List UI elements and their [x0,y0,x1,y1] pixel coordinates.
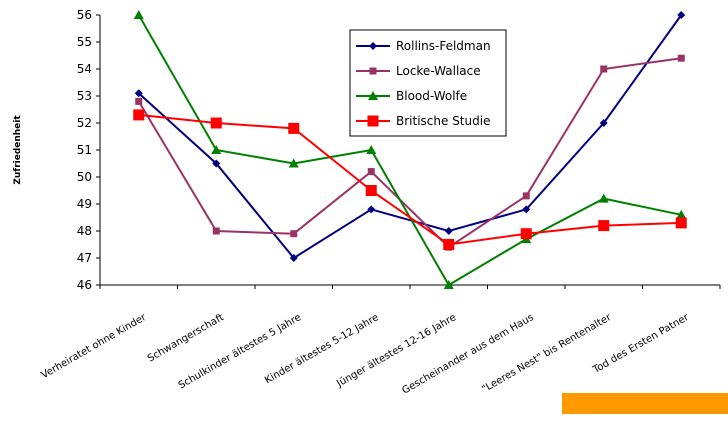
y-tick-label: 52 [77,116,92,130]
y-tick-label: 55 [77,35,92,49]
diamond-marker [289,254,298,262]
series-line [137,57,682,249]
legend-label: Britische Studie [396,114,490,128]
x-category-label: "Leeres Nest" bis Rentenalter [480,312,614,396]
orange-banner [562,393,728,414]
triangle-marker [366,145,377,154]
legend: Rollins-Feldman Locke-Wallace Blood-Wolfe B… [349,29,507,137]
axes [96,14,721,289]
large-square-marker [365,185,377,196]
square-marker [290,230,298,238]
large-square-marker [133,109,145,121]
legend-entry: Blood-Wolfe [356,89,467,103]
large-square-marker [520,228,532,240]
x-category-label: Verheiratet ohne Kinder [39,312,149,382]
diamond-marker [677,11,686,19]
y-tick-labels: 46 47 48 49 50 51 52 53 54 55 56 [77,8,92,292]
diamond-marker [367,205,376,214]
triangle-marker [598,193,609,203]
triangle-marker [211,145,222,154]
triangle-marker [133,10,144,19]
diamond-marker [444,227,453,235]
y-tick-label: 51 [77,143,92,157]
legend-entry: Britische Studie [356,114,490,128]
y-axis-label: Zufriedenheit [13,115,23,185]
y-tick-label: 48 [77,224,92,238]
y-tick-label: 56 [77,8,92,22]
x-category-labels: Verheiratet ohne KinderSchwangerschaftSc… [39,312,691,397]
x-category-label: Schwangerschaft [146,312,226,365]
large-square-marker [367,115,379,127]
square-marker [212,227,220,235]
series-line [138,14,683,260]
square-marker [600,65,608,73]
legend-label: Blood-Wolfe [396,89,467,103]
y-tick-label: 49 [77,197,92,211]
large-square-marker [675,217,687,229]
square-marker [367,168,375,176]
large-square-marker [288,122,300,134]
y-tick-label: 50 [77,170,92,184]
diamond-marker [134,89,143,98]
diamond-marker [369,42,377,50]
square-marker [522,192,530,200]
large-square-marker [443,239,455,250]
x-category-label: Gescheinander aus dem Haus [400,312,535,397]
legend-entry: Rollins-Feldman [356,39,491,53]
series-group [134,11,686,262]
large-square-marker [210,117,222,129]
diamond-marker [212,159,221,168]
legend-label: Locke-Wallace [396,64,481,78]
legend-entry: Locke-Wallace [356,64,481,78]
x-category-label: Schulkinder ältestes 5 Jahre [177,312,303,391]
y-tick-label: 53 [77,89,92,103]
y-tick-label: 47 [77,251,92,265]
square-marker [677,54,685,62]
triangle-marker [288,158,299,168]
triangle-marker [676,209,687,219]
square-marker [369,67,377,75]
triangle-marker [443,280,454,289]
diamond-marker [522,205,531,214]
series-group [133,109,687,250]
series-lines [133,10,687,289]
x-category-label: Jünger ältestes 12-16 Jahre [334,312,458,390]
diamond-marker [599,119,608,127]
square-marker [135,97,143,105]
triangle-marker [368,91,378,100]
y-tick-label: 46 [77,278,92,292]
series-line [138,113,682,246]
legend-label: Rollins-Feldman [396,39,491,53]
large-square-marker [598,220,610,232]
y-tick-label: 54 [77,62,92,76]
